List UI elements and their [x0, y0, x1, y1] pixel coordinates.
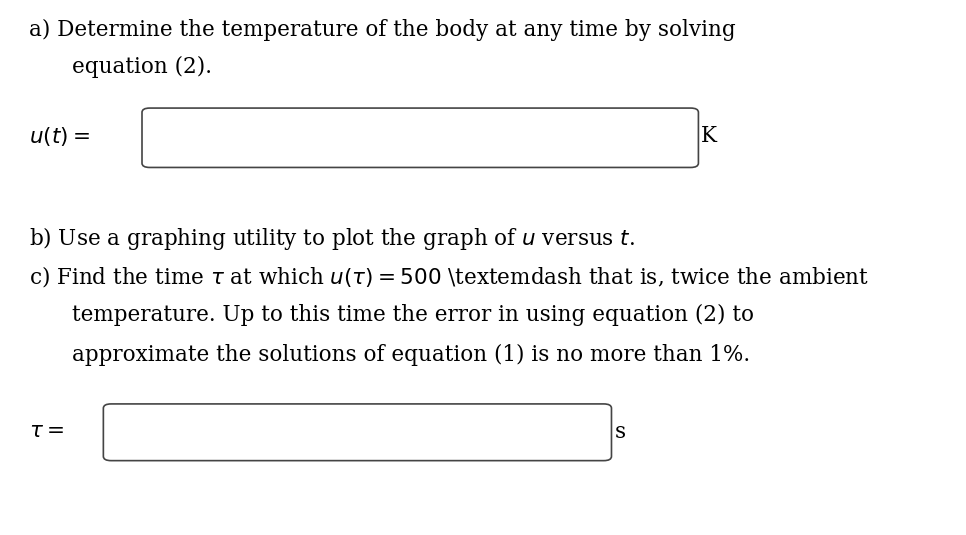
Text: approximate the solutions of equation (1) is no more than 1%.: approximate the solutions of equation (1…: [72, 343, 751, 365]
FancyBboxPatch shape: [142, 108, 698, 167]
Text: K: K: [701, 125, 718, 148]
Text: a) Determine the temperature of the body at any time by solving: a) Determine the temperature of the body…: [29, 19, 736, 41]
Text: s: s: [614, 421, 626, 444]
Text: $u(t) =$: $u(t) =$: [29, 125, 90, 148]
Text: c) Find the time $\tau$ at which $u(\tau) = 500$ \textemdash that is, twice the : c) Find the time $\tau$ at which $u(\tau…: [29, 264, 869, 289]
FancyBboxPatch shape: [103, 404, 611, 461]
Text: temperature. Up to this time the error in using equation (2) to: temperature. Up to this time the error i…: [72, 304, 754, 326]
Text: $\tau =$: $\tau =$: [29, 419, 64, 442]
Text: equation (2).: equation (2).: [72, 56, 213, 78]
Text: b) Use a graphing utility to plot the graph of $u$ versus $t$.: b) Use a graphing utility to plot the gr…: [29, 225, 635, 251]
